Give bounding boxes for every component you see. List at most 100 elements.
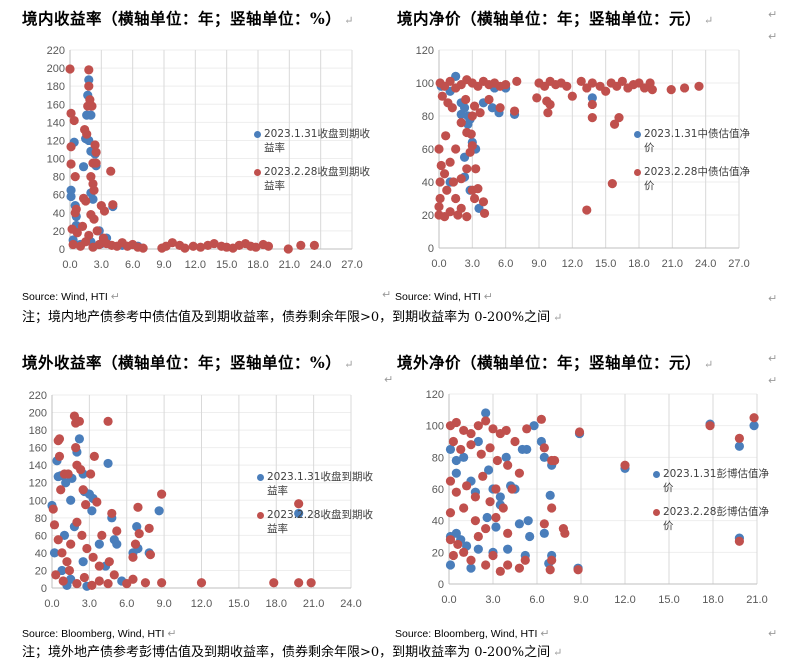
data-point (89, 185, 99, 195)
data-point (523, 516, 533, 526)
data-point (539, 452, 549, 462)
data-point (456, 444, 466, 455)
y-tick-label: 120 (29, 478, 47, 490)
x-tick-label: 0.0 (431, 258, 446, 270)
data-point (89, 451, 99, 462)
data-point (167, 238, 177, 248)
x-tick-label: 15.0 (228, 598, 249, 610)
y-tick-label: 40 (53, 208, 65, 220)
data-point (138, 243, 148, 253)
y-tick-label: 200 (47, 63, 65, 75)
y-tick-label: 20 (53, 226, 65, 238)
data-point (479, 208, 490, 218)
legend-item: 2023.1.31彭博估值净价 (653, 467, 775, 495)
data-point (82, 543, 92, 554)
data-point (68, 239, 78, 250)
y-tick-label: 80 (432, 452, 444, 464)
data-point (69, 115, 79, 126)
data-point (434, 144, 444, 154)
data-point (679, 83, 690, 93)
data-point (501, 452, 511, 462)
x-tick-label: 27.0 (341, 259, 362, 271)
data-point (309, 240, 319, 250)
data-point (108, 200, 118, 210)
data-point (106, 166, 116, 176)
data-point (498, 503, 508, 513)
data-point (749, 413, 759, 423)
legend-offshore-yield: 2023.1.31收盘到期收益率 2023.2.28收盘到期收益率 (257, 470, 379, 546)
data-point (53, 535, 63, 545)
data-point (466, 563, 476, 573)
data-point (522, 424, 532, 434)
data-point (574, 427, 585, 437)
data-point (478, 197, 489, 207)
data-point (491, 484, 501, 494)
data-point (470, 492, 480, 502)
data-point (539, 443, 549, 453)
data-point (514, 519, 525, 529)
data-point (145, 550, 156, 560)
data-point (78, 557, 88, 567)
data-point (134, 529, 144, 539)
data-point (92, 497, 102, 507)
data-point (587, 99, 597, 110)
data-point (76, 464, 86, 475)
data-point (466, 129, 476, 139)
data-point (456, 203, 466, 213)
series-1 (66, 75, 143, 251)
data-point (547, 555, 557, 565)
x-tick-label: 12.0 (185, 259, 206, 271)
data-point (128, 552, 138, 562)
data-point (72, 228, 82, 238)
y-tick-label: 160 (29, 443, 47, 455)
y-tick-label: 40 (432, 516, 444, 528)
x-tick-label: 21.0 (662, 258, 683, 270)
data-point (503, 460, 513, 470)
data-point (448, 550, 458, 561)
y-tick-label: 80 (35, 513, 47, 525)
series-marker-icon (653, 509, 660, 516)
data-point (587, 113, 597, 123)
y-tick-label: 20 (432, 547, 444, 559)
data-point (196, 578, 207, 588)
data-point (81, 196, 91, 206)
source-domestic-yield: Source: Wind, HTI ↵ (22, 291, 120, 303)
data-point (609, 119, 620, 129)
data-point (84, 75, 94, 85)
x-tick-label: 27.0 (728, 258, 749, 270)
data-point (74, 416, 85, 426)
data-point (485, 497, 495, 507)
y-tick-label: 0 (438, 579, 444, 591)
data-point (86, 172, 96, 182)
data-point (56, 485, 66, 495)
data-point (510, 436, 520, 447)
y-tick-label: 80 (422, 111, 434, 123)
data-point (520, 555, 530, 565)
data-point (445, 508, 456, 518)
paragraph-mark: ↵ (768, 30, 778, 43)
y-tick-label: 20 (422, 210, 434, 222)
data-point (484, 94, 494, 105)
data-point (447, 103, 457, 113)
data-point (451, 417, 461, 428)
data-point (294, 578, 304, 588)
data-point (66, 108, 76, 118)
data-point (109, 570, 119, 580)
y-tick-label: 100 (416, 78, 434, 90)
data-point (749, 421, 759, 431)
legend-item: 2023.2.28彭博估值净价 (653, 505, 775, 533)
chart-title-offshore-yield: 境外收益率（横轴单位：年；竖轴单位：%） ↵ (22, 353, 354, 372)
data-point (734, 536, 745, 546)
paragraph-mark: ↵ (768, 374, 778, 387)
data-point (72, 579, 82, 589)
data-point (647, 85, 657, 95)
data-point (459, 503, 469, 513)
data-point (51, 570, 61, 580)
data-point (576, 76, 586, 86)
data-point (487, 103, 497, 113)
data-point (88, 552, 98, 562)
legend-domestic-price: 2023.1.31中债估值净价 2023.2.28中债估值净价 (634, 127, 756, 203)
y-tick-label: 120 (416, 45, 434, 57)
x-tick-label: 18.0 (702, 594, 723, 606)
